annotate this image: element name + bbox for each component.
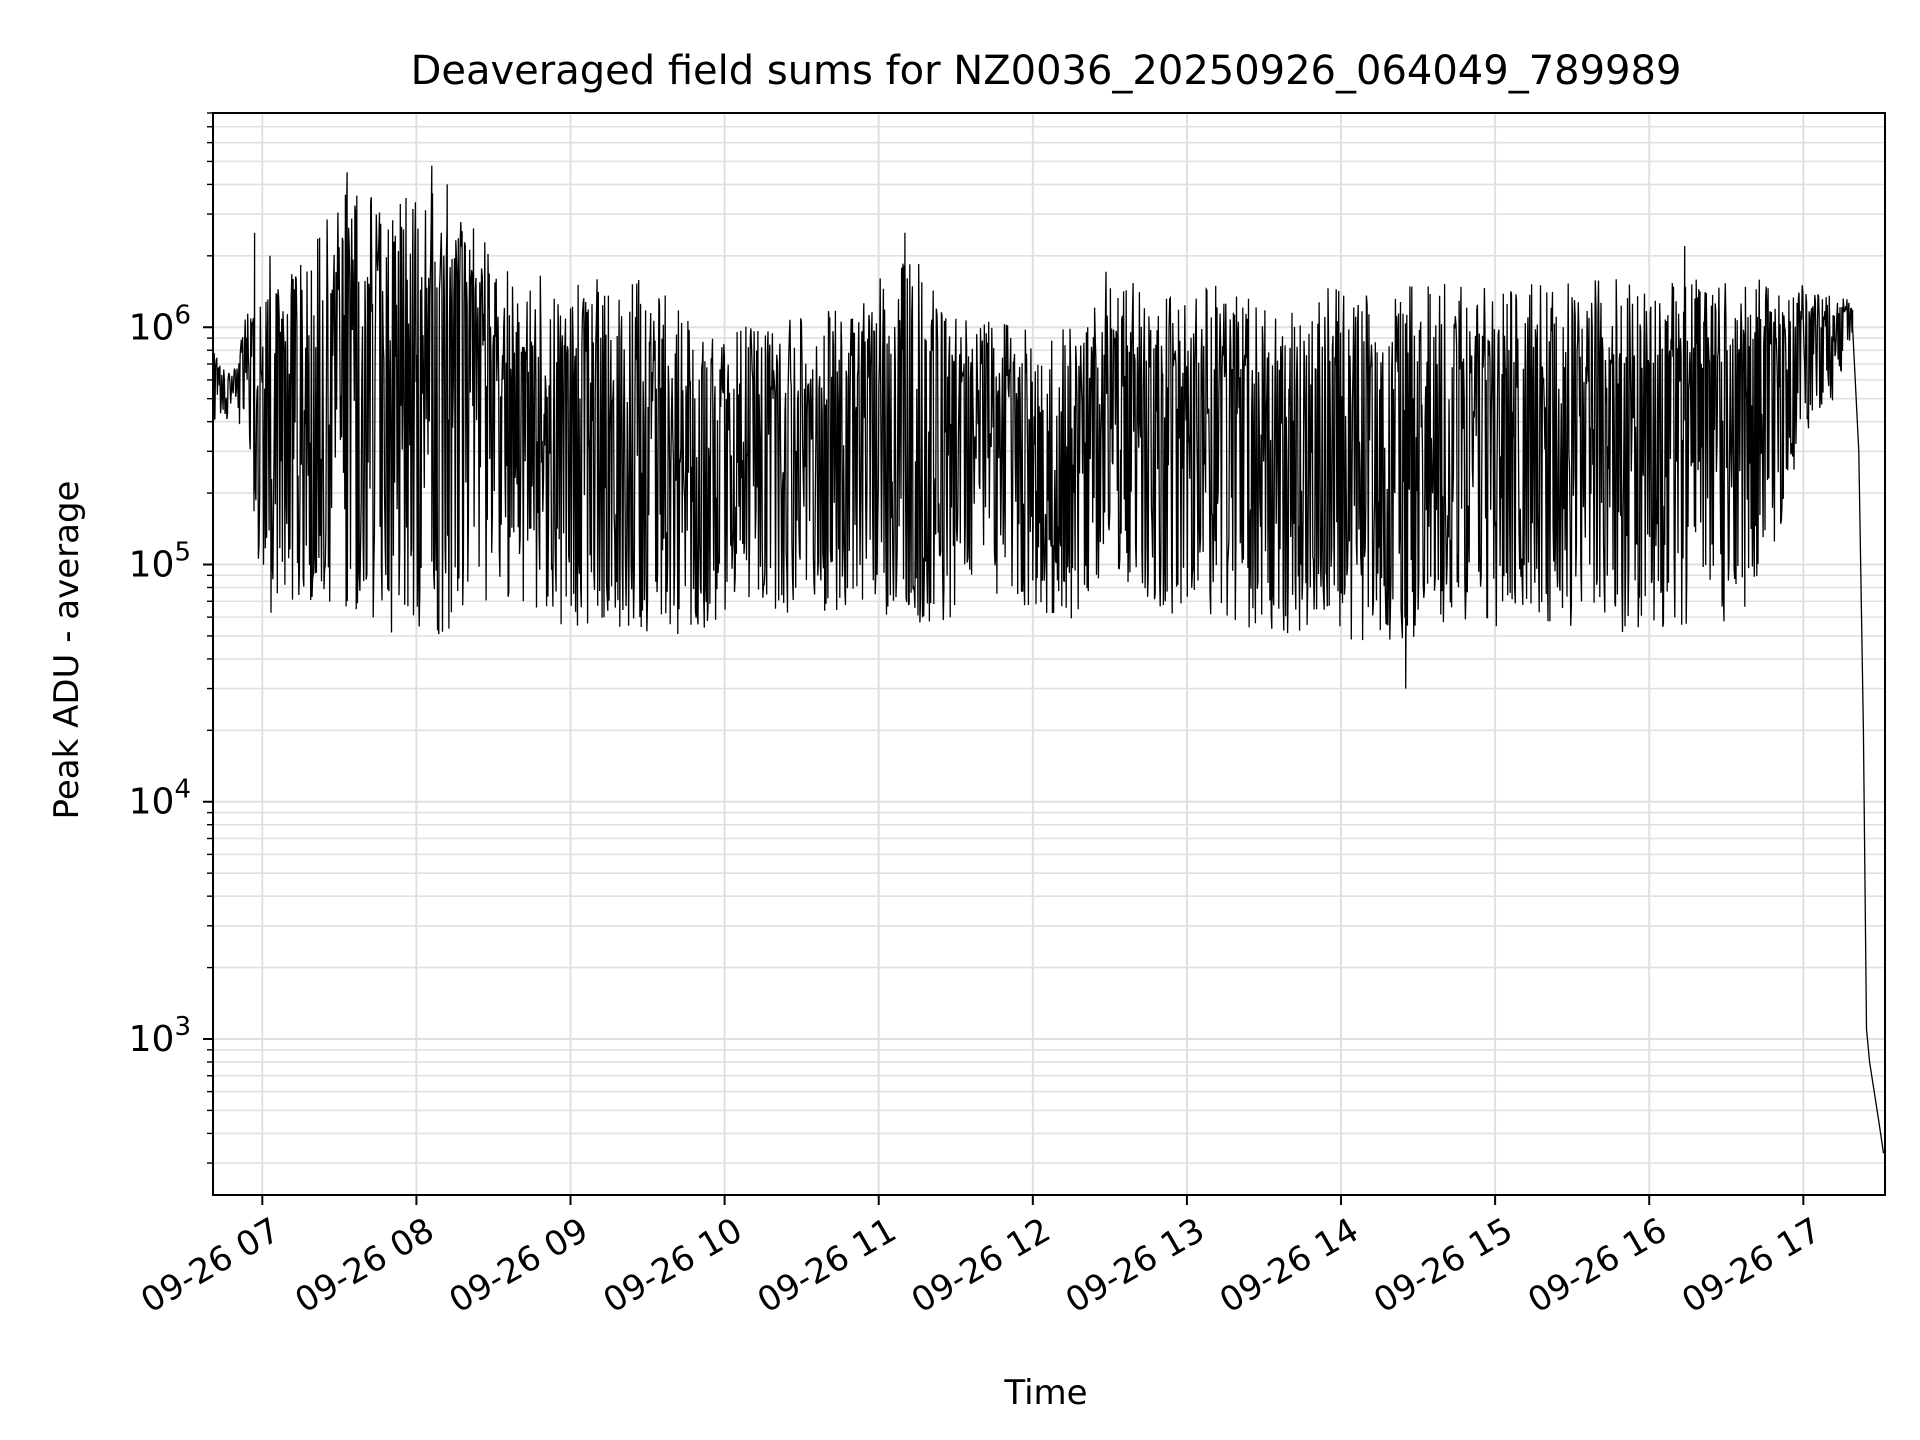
plot-frame [212, 112, 1886, 1196]
chart-title: Deaveraged field sums for NZ0036_2025092… [411, 48, 1682, 94]
data-series [212, 165, 1885, 1154]
y-tick-label: 104 [129, 775, 191, 823]
y-tick-label: 105 [129, 538, 191, 586]
y-tick-label-base: 10 [129, 307, 175, 348]
y-axis-label: Peak ADU - average [47, 481, 87, 820]
grid [213, 112, 1885, 1195]
y-tick-label-exponent: 3 [174, 1012, 191, 1042]
y-tick-label-base: 10 [129, 1019, 175, 1060]
y-tick-label-exponent: 4 [174, 775, 191, 805]
y-tick-label: 106 [129, 300, 191, 348]
y-tick-label-base: 10 [129, 782, 175, 823]
series-line [212, 165, 1885, 1154]
y-tick-label-exponent: 6 [174, 300, 191, 330]
y-tick-label-exponent: 5 [174, 538, 191, 568]
x-axis-label: Time [1003, 1373, 1087, 1413]
y-tick-label-base: 10 [129, 545, 175, 586]
y-tick-label: 103 [129, 1012, 191, 1060]
